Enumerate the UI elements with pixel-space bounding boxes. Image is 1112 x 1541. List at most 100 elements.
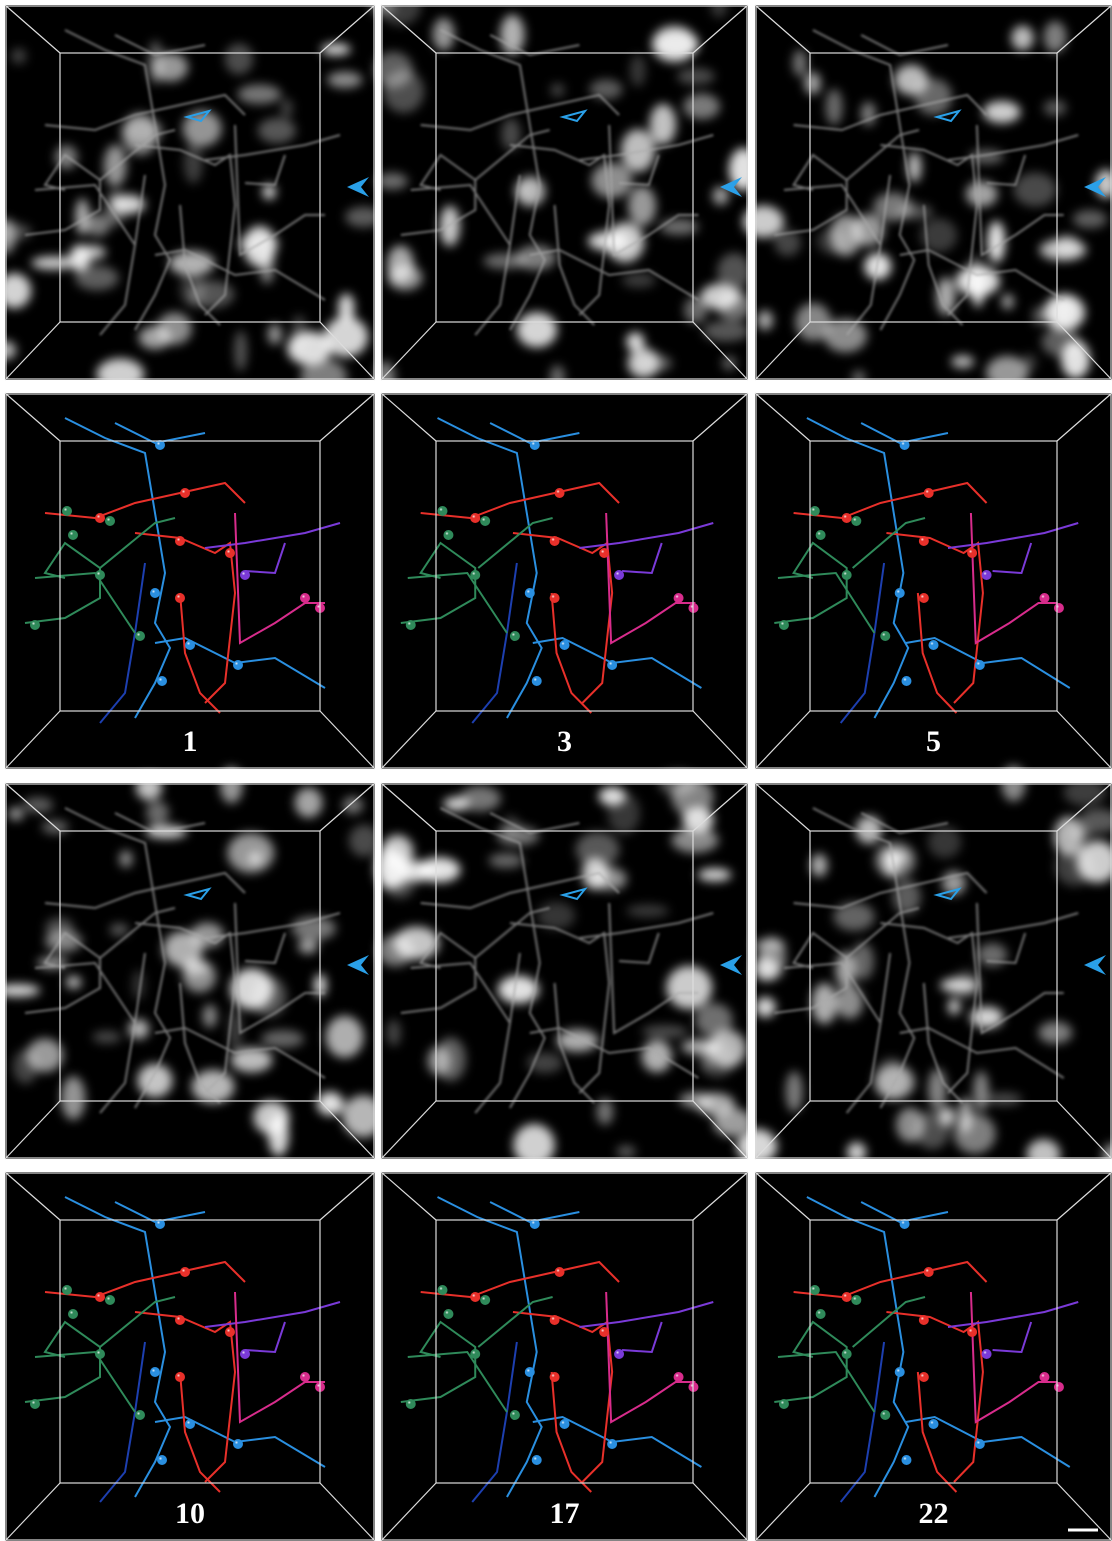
cell xyxy=(119,850,132,867)
node-shine xyxy=(149,587,159,597)
node-shine xyxy=(479,515,489,525)
cell xyxy=(23,797,54,813)
cell xyxy=(183,960,216,993)
cell xyxy=(96,358,144,390)
node-shine xyxy=(528,1218,538,1228)
tracing-panel: 10 xyxy=(5,1172,375,1541)
tracing-panel: 3 xyxy=(381,393,748,769)
cell xyxy=(659,771,697,796)
node-shine xyxy=(149,1366,159,1376)
cell xyxy=(708,1030,747,1068)
cell xyxy=(345,207,381,228)
node-shine xyxy=(850,515,860,525)
cell xyxy=(986,356,1028,390)
node-shine xyxy=(553,1266,563,1276)
node-shine xyxy=(917,1371,927,1381)
node-shine xyxy=(814,529,824,539)
cell xyxy=(234,330,247,371)
node-shine xyxy=(61,1284,71,1294)
cell xyxy=(122,113,158,155)
cell xyxy=(537,902,575,930)
node-shine xyxy=(508,1409,518,1419)
node-shine xyxy=(917,1314,927,1324)
node-shine xyxy=(479,1294,489,1304)
cell xyxy=(192,1070,235,1103)
cell xyxy=(666,966,712,1009)
cell xyxy=(856,816,882,844)
cell xyxy=(137,1064,172,1098)
cell xyxy=(92,1031,121,1043)
node-shine xyxy=(179,1266,189,1276)
image-panel xyxy=(374,771,753,1167)
node-shine xyxy=(184,639,194,649)
node-shine xyxy=(966,547,976,557)
node-shine xyxy=(840,569,850,579)
node-shine xyxy=(548,535,558,545)
cell xyxy=(915,1110,950,1149)
panel-label: 22 xyxy=(919,1497,949,1530)
node-shine xyxy=(314,602,324,612)
node-shine xyxy=(558,1418,568,1428)
cell xyxy=(517,312,557,347)
tracing-panel: 5 xyxy=(755,393,1112,769)
page: 135101722 (() => { const data = JSON.par… xyxy=(0,0,1112,1541)
cell xyxy=(757,310,773,330)
cell xyxy=(940,978,977,993)
cell xyxy=(443,797,469,811)
cell xyxy=(812,983,838,1024)
cell xyxy=(258,118,296,144)
cell xyxy=(104,145,127,187)
node-shine xyxy=(156,1454,166,1464)
cell xyxy=(986,1093,1022,1106)
cell xyxy=(817,228,849,254)
node-shine xyxy=(898,1218,908,1228)
node-shine xyxy=(922,487,932,497)
node-shine xyxy=(442,529,452,539)
node-shine xyxy=(29,619,39,629)
cell xyxy=(588,231,629,251)
cell xyxy=(833,902,874,930)
node-shine xyxy=(174,1371,184,1381)
image-panel xyxy=(737,766,1112,1171)
node-shine xyxy=(980,569,990,579)
node-shine xyxy=(548,592,558,602)
node-shine xyxy=(469,1291,479,1301)
node-shine xyxy=(606,1438,616,1448)
cell xyxy=(1039,239,1086,261)
cell xyxy=(110,924,129,936)
cell xyxy=(908,152,922,182)
node-shine xyxy=(966,1326,976,1336)
node-shine xyxy=(840,1291,850,1301)
cell xyxy=(527,1053,562,1073)
cell xyxy=(11,48,26,63)
cell xyxy=(325,1016,363,1058)
node-shine xyxy=(613,569,623,579)
cell xyxy=(106,191,125,226)
node-shine xyxy=(94,1348,104,1358)
node-shine xyxy=(530,1454,540,1464)
cell xyxy=(61,1076,85,1120)
node-shine xyxy=(980,1348,990,1358)
node-shine xyxy=(134,630,144,640)
node-shine xyxy=(973,659,983,669)
node-shine xyxy=(239,569,249,579)
image-panel xyxy=(0,767,384,1159)
cell xyxy=(136,775,162,800)
cell xyxy=(951,355,974,368)
cell xyxy=(683,94,720,120)
node-shine xyxy=(777,1398,787,1408)
node-shine xyxy=(558,639,568,649)
node-shine xyxy=(850,1294,860,1304)
node-shine xyxy=(436,505,446,515)
cell xyxy=(630,55,646,87)
cell xyxy=(627,348,659,379)
cell xyxy=(551,83,565,96)
cell xyxy=(321,43,351,55)
node-shine xyxy=(67,1308,77,1318)
node-shine xyxy=(469,569,479,579)
cell xyxy=(811,854,828,877)
node-shine xyxy=(232,659,242,669)
cell xyxy=(1022,354,1037,372)
node-shine xyxy=(436,1284,446,1294)
cell xyxy=(973,1071,988,1111)
